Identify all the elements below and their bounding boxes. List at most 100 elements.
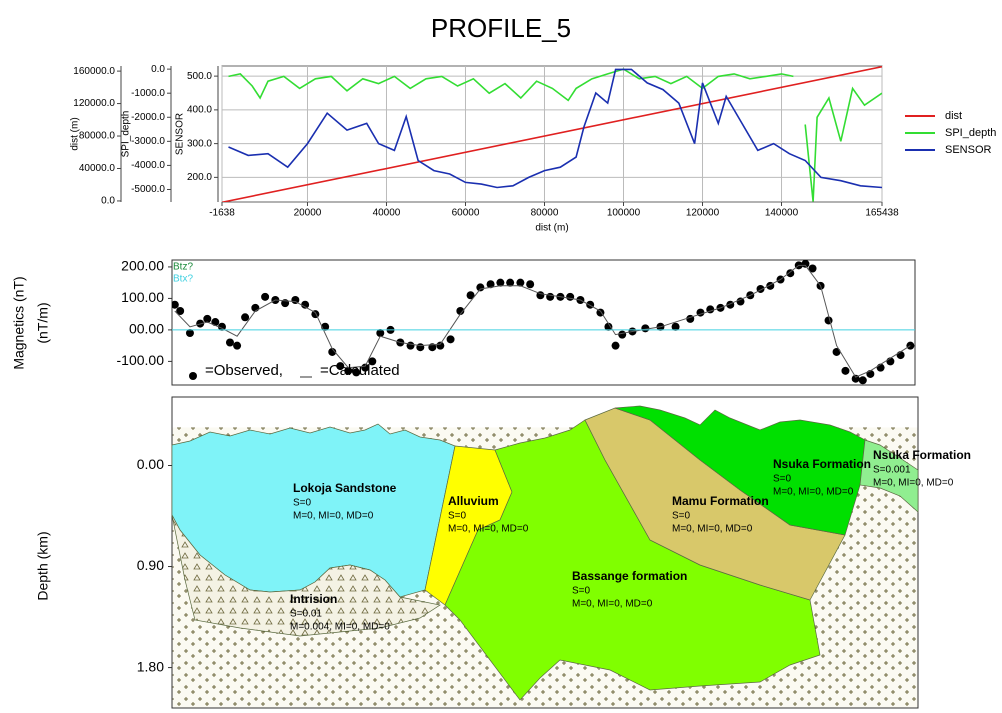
- x-tick-label: 140000: [765, 208, 799, 219]
- rock-body: [614, 405, 866, 536]
- body-s: S=0.01: [290, 609, 322, 620]
- body-s: S=0: [293, 498, 312, 509]
- observed-point: [858, 376, 867, 385]
- observed-point: [516, 278, 525, 287]
- body-s: S=0: [773, 474, 792, 485]
- observed-point: [566, 292, 575, 301]
- legend-label: Btx?: [173, 274, 193, 285]
- legend-swatch: [189, 372, 197, 380]
- body-name: Nsuka Formation: [773, 457, 871, 471]
- line-series: [228, 68, 882, 189]
- observed-point: [436, 341, 445, 350]
- y-axis-title: SENSOR: [175, 113, 186, 155]
- line-series: [222, 66, 882, 202]
- rock-body: [171, 514, 441, 637]
- y-tick-label: 100.00: [121, 289, 164, 305]
- rock-body: [859, 439, 919, 513]
- y-tick-label: -1000.0: [131, 88, 165, 99]
- y-axis-title: Depth (km): [35, 531, 51, 600]
- y-tick-label: 500.0: [187, 71, 212, 82]
- observed-point: [801, 260, 810, 268]
- body-s: S=0.001: [873, 465, 911, 476]
- y-tick-label: 300.0: [187, 138, 212, 149]
- series-group: [222, 66, 882, 202]
- observed-point: [671, 322, 680, 331]
- x-tick-label: 100000: [607, 208, 641, 219]
- observed-point: [336, 362, 345, 371]
- observed-point: [476, 283, 485, 292]
- observed-point: [824, 316, 833, 325]
- bodies: [171, 405, 919, 701]
- title: PROFILE_5: [431, 13, 571, 43]
- body-name: Mamu Formation: [672, 494, 769, 508]
- observed-point: [736, 297, 745, 306]
- body-m: M=0, MI=0, MD=0: [448, 524, 529, 535]
- y-axis-title: (nT/m): [35, 302, 51, 343]
- y-tick-label: 00.00: [129, 321, 164, 337]
- legend-label: =Calculated: [320, 362, 400, 379]
- y-tick-label: -4000.0: [131, 160, 165, 171]
- body-name: Bassange formation: [572, 569, 687, 583]
- body-m: M=0.004, MI=0, MD=0: [290, 622, 390, 633]
- y-tick-label: -3000.0: [131, 136, 165, 147]
- observed-point: [368, 357, 377, 366]
- body-name: Lokoja Sandstone: [293, 481, 397, 495]
- y-tick-label: -100.00: [117, 352, 165, 368]
- y-tick-label: 80000.0: [79, 131, 116, 142]
- observed-point: [301, 300, 310, 309]
- body-m: M=0, MI=0, MD=0: [873, 478, 954, 489]
- observed-point: [225, 338, 234, 347]
- observed-point: [185, 329, 194, 338]
- observed-point: [406, 341, 415, 350]
- body-s: S=0: [448, 511, 467, 522]
- x-tick-label: 60000: [452, 208, 480, 219]
- x-tick-label: 120000: [686, 208, 720, 219]
- plot-area: [171, 259, 916, 386]
- y-tick-label: -5000.0: [131, 184, 165, 195]
- legend-label: dist: [945, 110, 962, 122]
- observed-point: [233, 341, 242, 350]
- observed-point: [344, 366, 353, 375]
- y-tick-label: 40000.0: [79, 163, 116, 174]
- observed-point: [241, 313, 250, 322]
- y-tick-label: -2000.0: [131, 112, 165, 123]
- x-tick-label: -1638: [209, 208, 235, 219]
- y-axis-title: dist (m): [70, 117, 81, 150]
- x-tick-label: 40000: [373, 208, 401, 219]
- observed-point: [546, 292, 555, 301]
- y-axis-title: SPI_depth: [121, 111, 132, 158]
- observed-point: [456, 307, 465, 316]
- body-name: Nsuka Formation: [873, 448, 971, 462]
- body-m: M=0, MI=0, MD=0: [293, 511, 374, 522]
- observed-point: [217, 322, 226, 331]
- observed-point: [506, 278, 515, 287]
- y-tick-label: 160000.0: [73, 66, 115, 77]
- series-group: [172, 260, 915, 385]
- body-name: Alluvium: [448, 494, 499, 508]
- legend-label: SPI_depth: [945, 127, 996, 139]
- x-axis-title: dist (m): [535, 223, 568, 234]
- y-tick-label: 120000.0: [73, 98, 115, 109]
- y-tick-label: 0.0: [101, 196, 115, 207]
- observed-point: [586, 300, 595, 309]
- observed-point: [526, 280, 535, 289]
- body-s: S=0: [672, 511, 691, 522]
- observed-point: [416, 343, 425, 352]
- y-tick-label: 400.0: [187, 105, 212, 116]
- x-tick-label: 80000: [531, 208, 559, 219]
- observed-point: [604, 322, 613, 331]
- observed-point: [361, 363, 370, 372]
- observed-point: [328, 347, 337, 356]
- observed-point: [352, 368, 361, 377]
- y-tick-label: 1.80: [137, 658, 164, 674]
- observed-point: [203, 314, 212, 323]
- line-series: [228, 68, 882, 202]
- y-tick-label: 200.0: [187, 172, 212, 183]
- observed-point: [832, 347, 841, 356]
- observed-point: [176, 307, 185, 316]
- annotation: Btz?: [173, 262, 193, 273]
- observed-point: [841, 366, 850, 375]
- observed-point: [786, 269, 795, 278]
